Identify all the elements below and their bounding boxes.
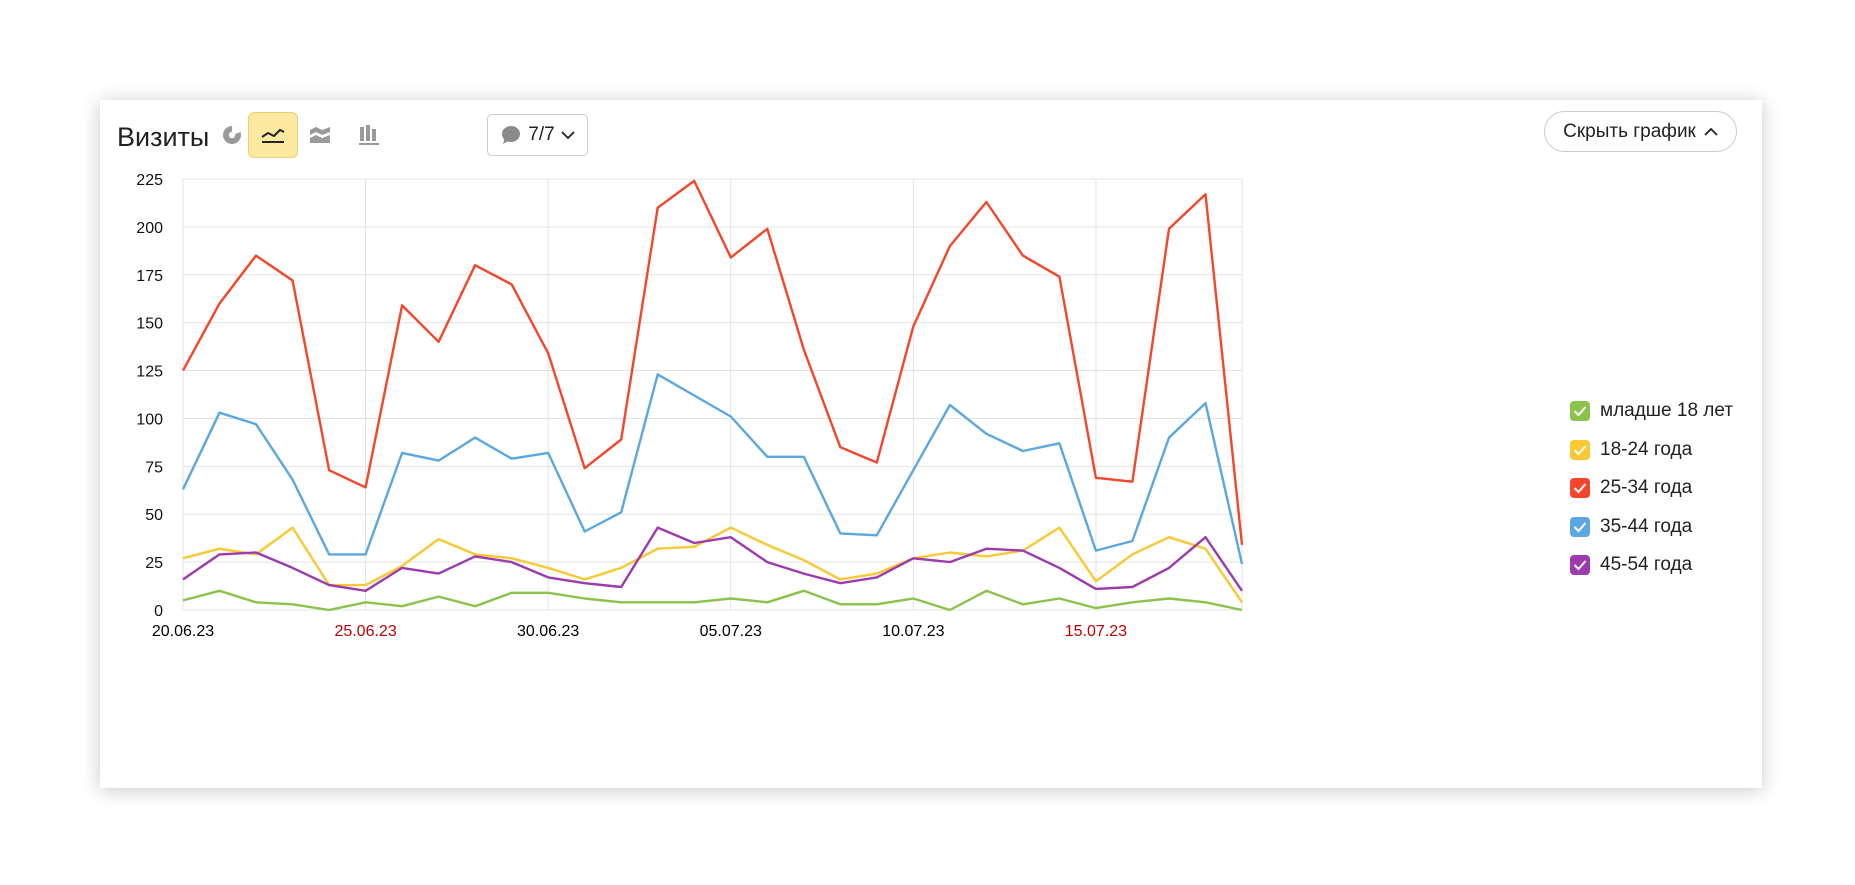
chart-legend: младше 18 лет 18-24 года 25-34 года 35-44 г… [1570, 392, 1733, 585]
y-tick-label: 100 [136, 411, 163, 428]
series-line [181, 373, 1244, 565]
checkbox-checked-icon[interactable] [1570, 439, 1590, 460]
x-tick-label: 05.07.23 [700, 623, 762, 640]
legend-label: 35-44 года [1600, 515, 1693, 537]
comments-count: 7/7 [528, 124, 555, 145]
chart-title: Визиты [117, 122, 210, 152]
y-tick-label: 75 [145, 459, 163, 476]
series-line [182, 526, 1243, 603]
y-tick-label: 200 [136, 220, 163, 237]
series-line [182, 526, 1243, 592]
y-tick-label: 50 [145, 507, 163, 524]
legend-label: 45-54 года [1600, 554, 1693, 576]
y-tick-label: 25 [145, 555, 163, 572]
y-tick-label: 225 [136, 172, 163, 189]
pie-chart-icon [223, 125, 241, 144]
x-tick-label: 20.06.23 [152, 623, 214, 640]
legend-item[interactable]: 18-24 года [1570, 431, 1733, 470]
y-tick-label: 175 [136, 268, 163, 285]
legend-item[interactable]: 45-54 года [1570, 546, 1733, 585]
area-chart-view-button[interactable] [295, 112, 345, 158]
chevron-up-icon [1704, 127, 1718, 136]
y-tick-label: 150 [136, 316, 163, 333]
y-tick-label: 0 [154, 603, 163, 620]
series-line [181, 179, 1244, 546]
x-tick-label: 25.06.23 [334, 623, 396, 640]
checkbox-checked-icon[interactable] [1570, 555, 1590, 576]
stacked-area-icon [310, 127, 330, 143]
checkbox-checked-icon[interactable] [1570, 478, 1590, 499]
legend-item[interactable]: 35-44 года [1570, 508, 1733, 547]
legend-item[interactable]: младше 18 лет [1570, 392, 1733, 431]
visits-chart-card: Визиты 7/7 [100, 100, 1762, 788]
y-tick-label: 125 [136, 364, 163, 381]
x-tick-label: 30.06.23 [517, 623, 579, 640]
legend-label: младше 18 лет [1600, 400, 1734, 422]
line-chart-icon [261, 128, 285, 143]
legend-label: 25-34 года [1600, 477, 1693, 499]
stacked-bar-icon [359, 125, 379, 145]
x-tick-label: 15.07.23 [1065, 623, 1127, 640]
x-tick-label: 10.07.23 [882, 623, 944, 640]
line-chart-view-button[interactable] [248, 112, 298, 158]
hide-chart-button[interactable]: Скрыть график [1544, 111, 1737, 152]
series-line [182, 589, 1243, 612]
line-chart: 0 25 50 75 100 125 150 175 200 225 20.06.23 25.06.2… [136, 172, 1244, 640]
comment-bubble-icon [502, 126, 521, 144]
legend-item[interactable]: 25-34 года [1570, 469, 1733, 508]
checkbox-checked-icon[interactable] [1570, 401, 1590, 422]
bar-chart-view-button[interactable] [344, 112, 394, 158]
legend-label: 18-24 года [1600, 438, 1693, 460]
hide-chart-label: Скрыть график [1563, 120, 1696, 142]
pie-chart-view-button[interactable] [207, 112, 257, 158]
comments-dropdown[interactable]: 7/7 [487, 114, 588, 156]
checkbox-checked-icon[interactable] [1570, 516, 1590, 537]
chevron-down-icon [561, 131, 575, 140]
